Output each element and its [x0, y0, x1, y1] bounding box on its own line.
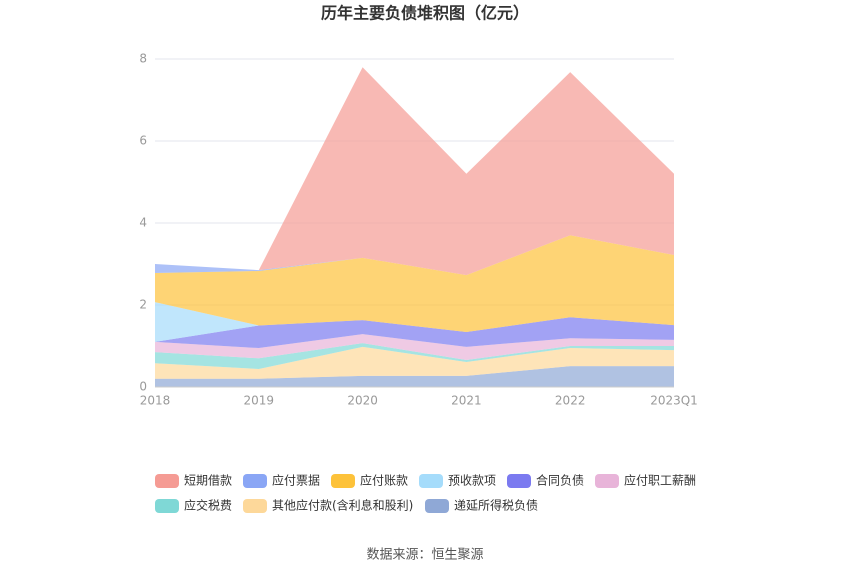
legend-swatch [331, 474, 355, 488]
legend-label: 应交税费 [184, 498, 232, 513]
x-tick-label: 2019 [244, 394, 275, 408]
x-tick-label: 2023Q1 [650, 394, 698, 408]
legend-label: 其他应付款(含利息和股利) [272, 498, 413, 513]
y-tick-label: 2 [139, 298, 147, 312]
area [155, 235, 674, 333]
legend-label: 应付账款 [360, 473, 408, 488]
area [155, 334, 674, 360]
x-tick-label: 2022 [555, 394, 586, 408]
legend-swatch [155, 474, 179, 488]
y-tick-label: 6 [139, 134, 147, 148]
legend-label: 短期借款 [184, 474, 232, 488]
chart-title: 历年主要负债堆积图（亿元） [321, 4, 529, 23]
legend-label: 递延所得税负债 [454, 498, 538, 513]
legend-label: 应付职工薪酬 [624, 473, 696, 488]
area [155, 235, 674, 276]
areas [155, 67, 674, 387]
legend-label: 预收款项 [448, 474, 496, 488]
y-tick-label: 4 [139, 216, 147, 230]
legend-label: 合同负债 [536, 473, 584, 488]
area [155, 366, 674, 387]
source: 数据来源：恒生聚源 [366, 548, 483, 563]
y-tick-label: 0 [139, 380, 147, 394]
legend-swatch [425, 499, 449, 513]
legend-label: 应付票据 [272, 473, 320, 488]
area [155, 343, 674, 369]
area [155, 346, 674, 379]
x-tick-label: 2021 [451, 394, 482, 408]
y-tick-label: 8 [139, 52, 147, 66]
axes: 0 2 4 6 8 2018 2019 2020 2021 2022 2023Q1 [139, 52, 697, 408]
legend-swatch [243, 474, 267, 488]
x-tick-label: 2020 [347, 394, 378, 408]
legend-swatch [595, 474, 619, 488]
legend-swatch [243, 499, 267, 513]
legend-swatch [507, 474, 531, 488]
legend-swatch [419, 474, 443, 488]
x-tick-label: 2018 [140, 394, 171, 408]
legend-swatch [155, 499, 179, 513]
area [155, 317, 674, 349]
area [155, 67, 674, 276]
